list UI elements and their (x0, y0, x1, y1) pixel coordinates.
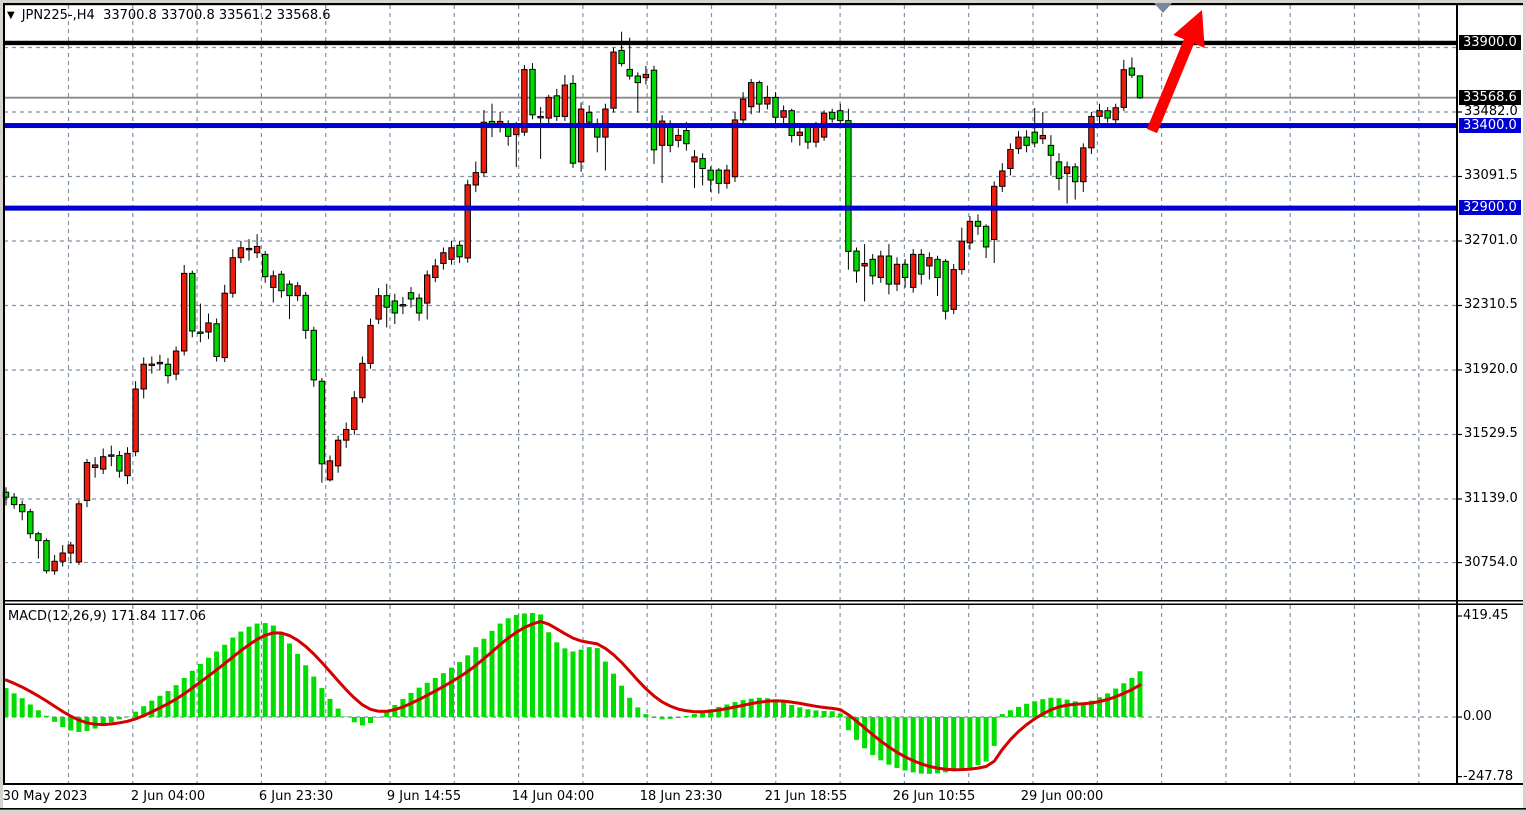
level-line-32900[interactable] (4, 205, 1457, 211)
symbol-marker-icon: ▼ (7, 10, 15, 21)
price-grid-label-31139.0: 31139.0 (1464, 490, 1518, 506)
time-label-9-Jun-14-55: 9 Jun 14:55 (386, 789, 462, 804)
pane-borders (0, 3, 1526, 810)
macd-axis-label--247.78: -247.78 (1463, 768, 1514, 784)
price-level-badge-32900.0: 32900.0 (1459, 200, 1521, 216)
time-label-21-Jun-18-55: 21 Jun 18:55 (764, 789, 848, 804)
price-grid-label-30754.0: 30754.0 (1464, 554, 1518, 570)
price-grid-label-33482.0: 33482.0 (1464, 104, 1518, 119)
chart-title: ▼ JPN225-,H4 33700.8 33700.8 33561.2 3356… (7, 8, 331, 23)
price-grid-label-31920.0: 31920.0 (1464, 361, 1518, 377)
time-label-30-May-2023: 30 May 2023 (2, 789, 88, 804)
time-label-14-Jun-04-00: 14 Jun 04:00 (511, 789, 595, 804)
price-grid-label-32310.5: 32310.5 (1464, 297, 1518, 313)
trend-arrow[interactable] (1146, 10, 1205, 134)
price-level-badge-33568.6: 33568.6 (1459, 89, 1521, 105)
price-grid-label-31529.5: 31529.5 (1464, 426, 1518, 442)
macd-axis-label-419.45: 419.45 (1463, 607, 1509, 623)
price-grid-label-33091.5: 33091.5 (1464, 168, 1518, 184)
grid-lines (4, 5, 1457, 784)
macd-indicator-label: MACD(12,26,9) 171.84 117.06 (8, 609, 206, 624)
shift-marker-icon (1154, 3, 1172, 13)
price-grid-label-32701.0: 32701.0 (1464, 232, 1518, 248)
axis-ticks (1457, 111, 1462, 778)
symbol-period-label: JPN225-,H4 (21, 8, 95, 23)
level-line-33900[interactable] (4, 40, 1457, 46)
macd-axis-label-0.00: 0.00 (1463, 709, 1492, 724)
time-label-26-Jun-10-55: 26 Jun 10:55 (892, 789, 976, 804)
time-label-18-Jun-23-30: 18 Jun 23:30 (639, 789, 723, 804)
level-line-33400[interactable] (4, 123, 1457, 129)
time-label-2-Jun-04-00: 2 Jun 04:00 (130, 789, 206, 804)
time-label-29-Jun-00-00: 29 Jun 00:00 (1020, 789, 1104, 804)
price-level-badge-33400.0: 33400.0 (1459, 117, 1521, 133)
price-level-badge-33900.0: 33900.0 (1459, 34, 1521, 50)
macd-signal-line (4, 620, 1142, 772)
ohlc-values: 33700.8 33700.8 33561.2 33568.6 (103, 8, 331, 23)
time-label-6-Jun-23-30: 6 Jun 23:30 (258, 789, 334, 804)
